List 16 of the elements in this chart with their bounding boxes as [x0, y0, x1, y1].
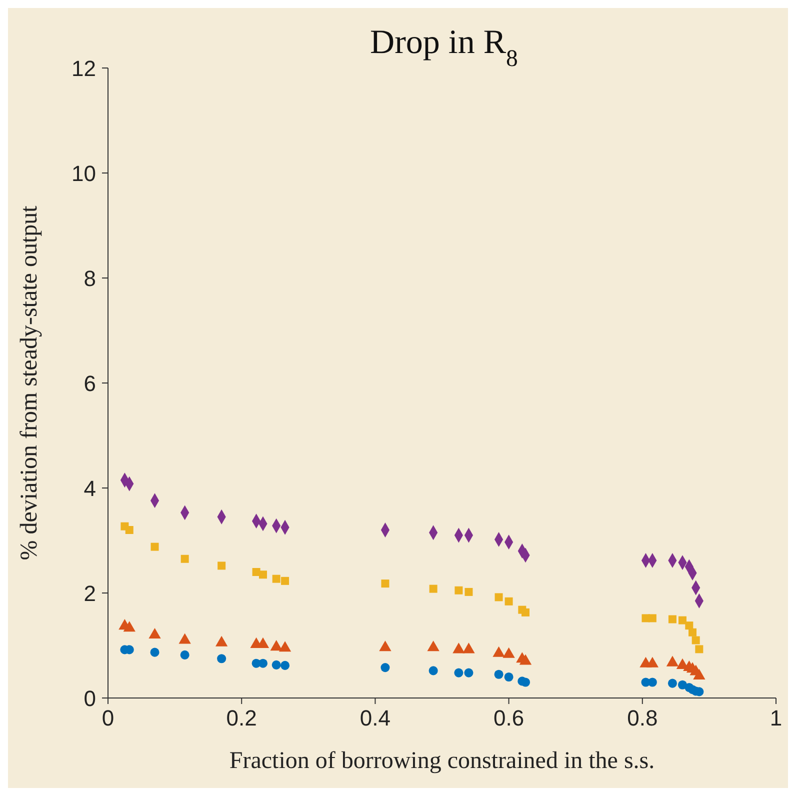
- chart-title: Drop in R$_{8}$: [370, 24, 518, 72]
- x-axis-title: Fraction of borrowing constrained in the s.s.: [229, 748, 655, 774]
- x-tick-label: 0: [102, 706, 114, 731]
- x-tick-label: 1: [770, 706, 782, 731]
- x-tick-label: 0.4: [360, 706, 390, 731]
- y-tick-label: 12: [72, 56, 96, 81]
- y-tick-label: 10: [72, 160, 96, 186]
- y-tick-label: 0: [84, 686, 96, 711]
- y-axis-title: % deviation from steady-state output: [16, 205, 43, 560]
- y-tick-label: 6: [84, 370, 96, 396]
- x-tick-label: 0.2: [226, 706, 257, 731]
- x-tick-label: 0.8: [627, 706, 658, 731]
- x-tick-label: 0.6: [494, 706, 524, 731]
- y-tick-label: 8: [84, 266, 96, 291]
- y-tick-label: 2: [84, 580, 96, 606]
- y-tick-label: 4: [84, 476, 96, 501]
